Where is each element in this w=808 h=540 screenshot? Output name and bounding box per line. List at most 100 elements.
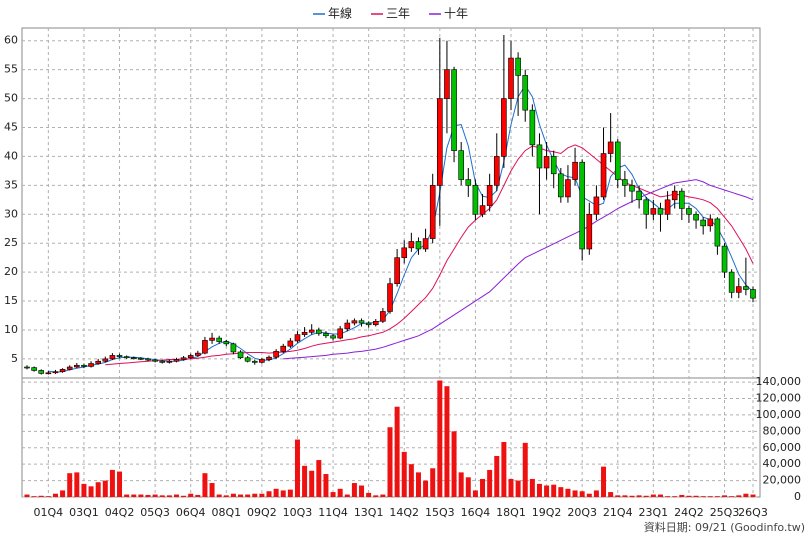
candle-body: [316, 329, 322, 334]
volume-bar: [109, 469, 115, 497]
volume-bar: [152, 494, 158, 497]
candle-body: [743, 286, 749, 290]
volume-bar: [309, 470, 315, 497]
candle-body: [472, 185, 479, 215]
volume-bar: [316, 460, 322, 497]
y-tick-label: 15: [4, 294, 18, 307]
volume-bar: [601, 466, 607, 497]
candle-body: [735, 286, 742, 293]
volume-bar: [657, 494, 663, 497]
candle-body: [486, 185, 493, 206]
candle-body: [102, 358, 109, 362]
candle-body: [280, 345, 287, 352]
y-tick-label: 5: [11, 352, 18, 365]
volume-bar: [202, 473, 208, 497]
candle-body: [259, 359, 265, 363]
volume-tick-label: 40,000: [763, 457, 802, 470]
volume-bar: [593, 490, 599, 497]
volume-bar: [117, 471, 123, 497]
volume-bar: [138, 494, 144, 497]
volume-bar: [665, 496, 671, 497]
candle-body: [209, 337, 215, 341]
volume-bar: [423, 480, 429, 497]
candle-body: [686, 208, 692, 215]
volume-bar: [437, 380, 443, 497]
volume-bar: [558, 487, 564, 497]
volume-bar: [216, 494, 222, 497]
volume-bar: [131, 494, 137, 497]
volume-bar: [60, 490, 66, 497]
moving-average-line: [283, 179, 754, 360]
y-tick-label: 30: [4, 207, 18, 220]
volume-bar: [586, 493, 592, 497]
candle-body: [138, 358, 144, 360]
volume-bar: [451, 431, 457, 497]
volume-bar: [536, 483, 542, 497]
volume-bar: [430, 468, 436, 497]
candle-body: [408, 241, 415, 249]
y-tick-label: 40: [4, 149, 18, 162]
volume-bar: [359, 485, 365, 497]
candle-body: [308, 329, 315, 333]
footer: 資料日期: 09/21 (Goodinfo.tw): [644, 520, 805, 534]
x-tick-label: 19Q2: [532, 506, 562, 519]
volume-bar: [487, 469, 493, 497]
x-tick-label: 03Q1: [69, 506, 99, 519]
volume-bar: [501, 442, 507, 497]
volume-bar: [522, 442, 528, 497]
volume-bar: [81, 483, 87, 497]
volume-bar: [88, 486, 94, 497]
candle-body: [728, 271, 735, 293]
volume-tick-label: 140,000: [756, 375, 802, 388]
x-tick-label: 10Q3: [283, 506, 313, 519]
candle-body: [465, 179, 472, 186]
volume-bar: [494, 455, 500, 497]
candle-body: [202, 340, 208, 354]
x-tick-label: 06Q4: [176, 506, 206, 519]
volume-bar: [750, 494, 756, 497]
candle-body: [657, 208, 664, 215]
candle-body: [45, 372, 52, 375]
candle-body: [671, 190, 678, 201]
volume-bar: [280, 490, 286, 497]
volume-bar: [230, 493, 236, 497]
volume-bar: [67, 473, 73, 497]
x-tick-label: 23Q1: [639, 506, 669, 519]
volume-tick-label: 60,000: [763, 441, 802, 454]
candle-body: [216, 337, 222, 342]
candle-body: [415, 241, 422, 250]
candle-body: [529, 109, 536, 146]
volume-bar: [74, 472, 80, 497]
x-tick-label: 21Q4: [603, 506, 633, 519]
candle-body: [664, 199, 671, 215]
candle-body: [593, 196, 600, 215]
plot-frame: [21, 27, 761, 498]
x-tick-label: 18Q1: [496, 506, 526, 519]
candle-body: [123, 356, 130, 359]
legend-label: 十年: [444, 7, 468, 21]
volume-bar: [387, 427, 393, 497]
candle-body: [273, 351, 279, 358]
candle-body: [244, 357, 251, 362]
candle-body: [629, 185, 635, 192]
candle-body: [266, 356, 272, 360]
moving-average-line: [105, 144, 754, 366]
x-tick-label: 20Q3: [567, 506, 597, 519]
candle-body: [187, 355, 194, 359]
candle-body: [330, 335, 336, 339]
candle-body: [251, 360, 258, 363]
volume-bar: [259, 493, 265, 497]
candle-body: [607, 141, 614, 154]
candle-body: [195, 352, 201, 356]
candle-body: [536, 144, 543, 169]
volume-bar: [743, 493, 749, 497]
volume-bar: [579, 491, 585, 497]
volume-bar: [401, 451, 407, 497]
volume-bar: [173, 494, 179, 497]
candle-body: [422, 238, 429, 250]
volume-bar: [351, 483, 357, 497]
volume-bar: [515, 480, 521, 497]
volume-bar: [273, 488, 279, 497]
volume-bar: [693, 495, 699, 497]
